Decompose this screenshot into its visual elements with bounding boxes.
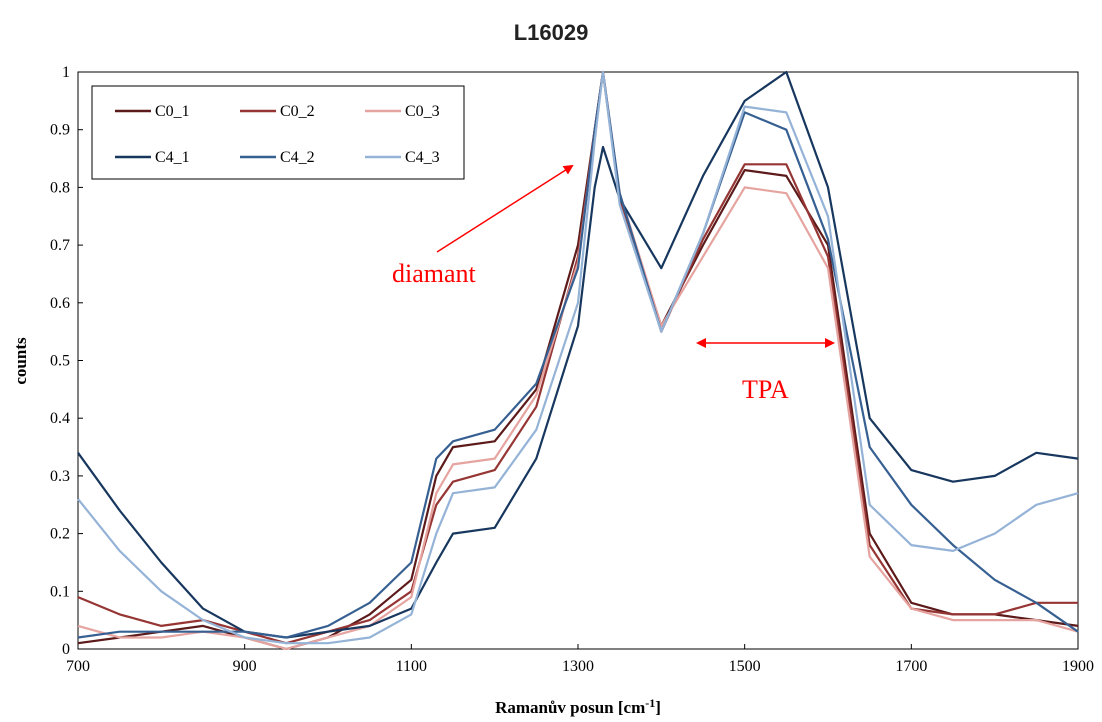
y-tick-label: 0 xyxy=(62,641,70,658)
legend-label: C4_3 xyxy=(405,149,440,166)
legend-label: C0_3 xyxy=(405,103,440,120)
x-axis-ticks: 700 900 1100 1300 1500 1700 1900 xyxy=(66,644,1094,675)
y-tick-label: 0.5 xyxy=(50,353,70,370)
legend-label: C0_1 xyxy=(155,103,190,120)
y-tick-label: 0.7 xyxy=(50,237,70,254)
x-tick-label: 1300 xyxy=(562,658,594,675)
x-tick-label: 1700 xyxy=(895,658,927,675)
x-axis-label-end: ] xyxy=(655,698,661,717)
tpa-annotation: TPA xyxy=(742,375,789,404)
y-tick-label: 0.2 xyxy=(50,526,70,543)
series-line-c4-2 xyxy=(77,70,1079,639)
x-tick-label: 1500 xyxy=(729,658,761,675)
y-axis-label: counts xyxy=(11,337,30,385)
legend-label: C4_2 xyxy=(280,149,315,166)
chart-title: L16029 xyxy=(514,20,589,45)
y-axis-ticks: 0 0.1 0.2 0.3 0.4 0.5 0.6 0.7 0.8 0.9 1 xyxy=(50,64,83,658)
y-tick-label: 0.1 xyxy=(50,583,70,600)
series-line-c4-3 xyxy=(77,70,1079,645)
y-tick-label: 0.8 xyxy=(50,179,70,196)
diamant-annotation: diamant xyxy=(392,259,477,288)
legend-box xyxy=(91,85,465,180)
y-tick-label: 1 xyxy=(62,64,70,81)
x-tick-label: 900 xyxy=(233,658,257,675)
series-layer xyxy=(77,70,1079,651)
legend-label: C4_1 xyxy=(155,149,190,166)
y-tick-label: 0.9 xyxy=(50,122,70,139)
x-axis-label-sup: -1 xyxy=(645,696,655,710)
x-axis-label-main: Ramanův posun [cm xyxy=(495,698,645,717)
diamant-arrow xyxy=(436,164,574,253)
x-tick-label: 1900 xyxy=(1062,658,1094,675)
y-tick-label: 0.3 xyxy=(50,468,70,485)
y-tick-label: 0.6 xyxy=(50,295,70,312)
y-tick-label: 0.4 xyxy=(50,410,70,427)
x-axis-label: Ramanův posun [cm-1] xyxy=(495,696,661,717)
legend-label: C0_2 xyxy=(280,103,315,120)
x-tick-label: 700 xyxy=(66,658,90,675)
x-tick-label: 1100 xyxy=(396,658,427,675)
legend: C0_1 C0_2 C0_3 C4_1 C4_2 C4_3 xyxy=(91,85,465,180)
